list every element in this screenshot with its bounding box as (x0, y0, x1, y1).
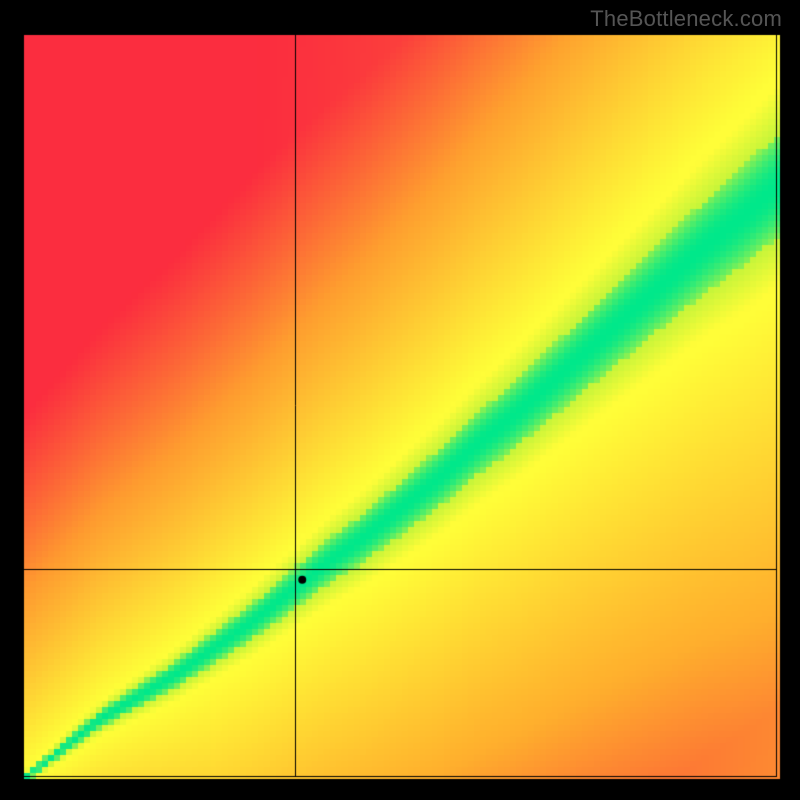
bottleneck-heatmap (0, 0, 800, 800)
watermark-text: TheBottleneck.com (590, 6, 782, 32)
